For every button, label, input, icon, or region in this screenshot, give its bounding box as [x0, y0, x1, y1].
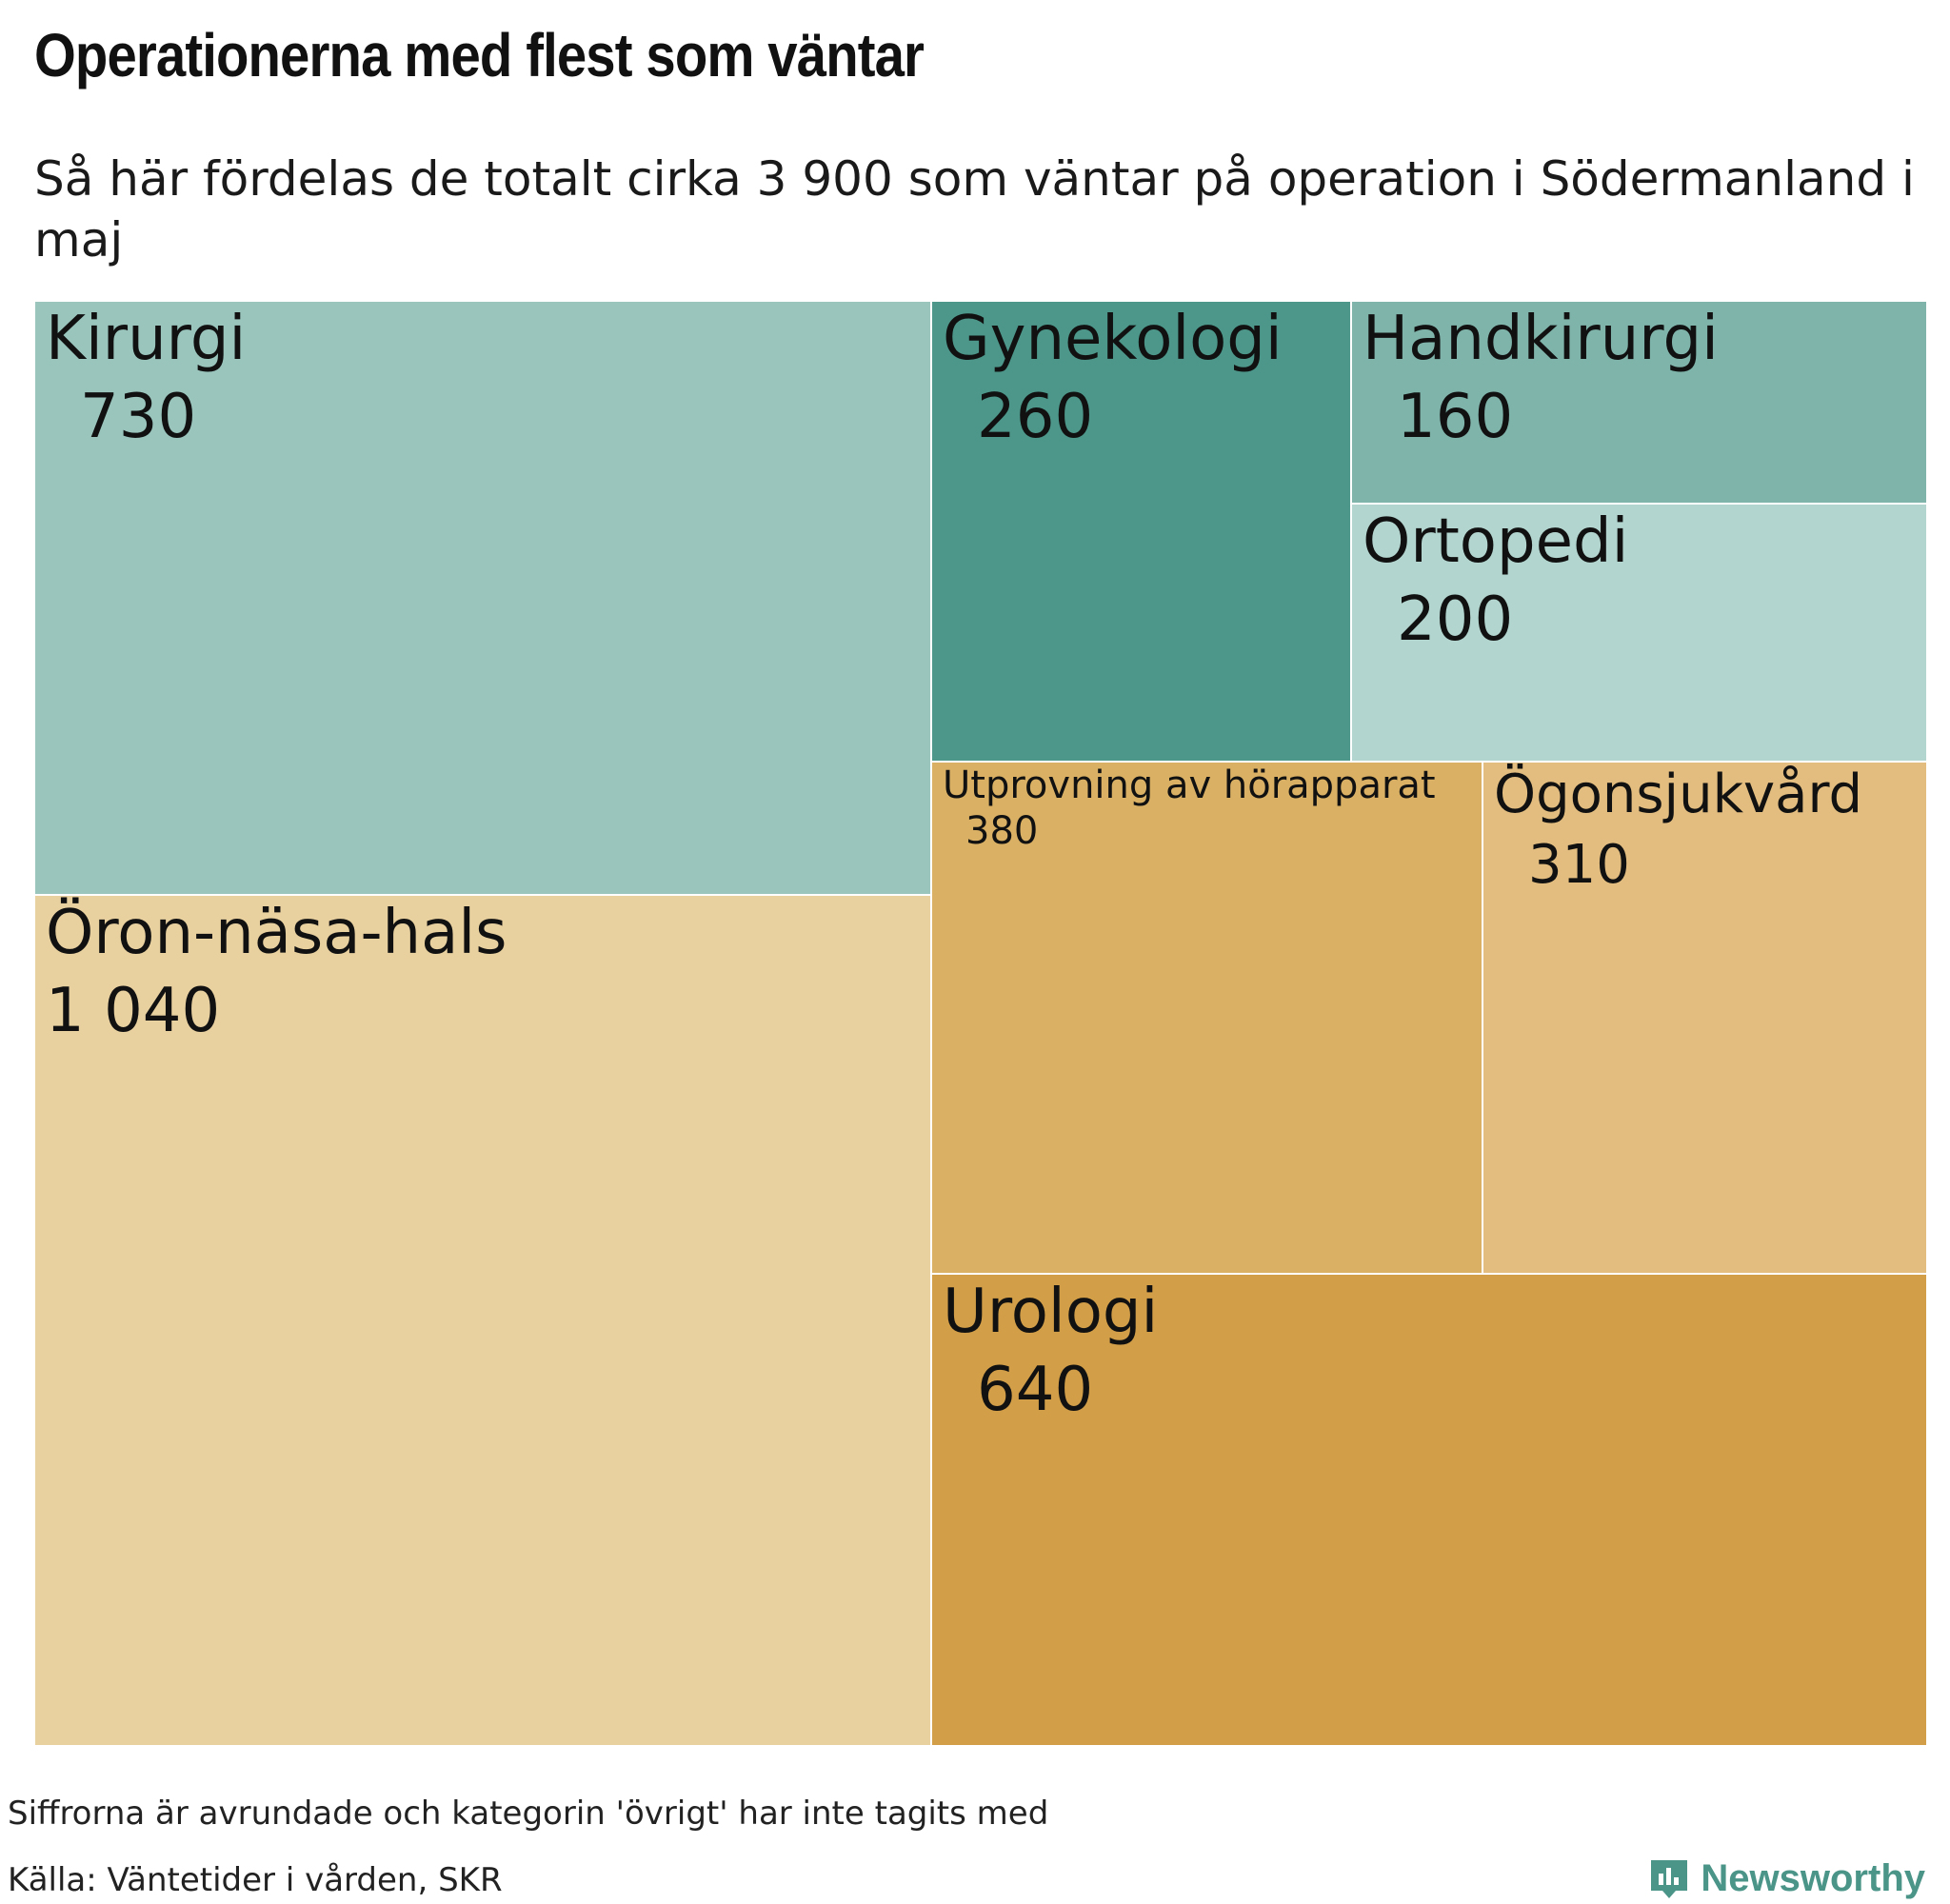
treemap-label: Utprovning av hörapparat — [943, 764, 1436, 807]
treemap-tile-ogonsjukvard: Ögonsjukvård 310 — [1482, 761, 1928, 1275]
treemap-tile-handkirurgi: Handkirurgi 160 — [1350, 300, 1928, 505]
footnote: Siffrorna är avrundade och kategorin 'öv… — [8, 1795, 1049, 1833]
brand-name: Newsworthy — [1701, 1856, 1925, 1899]
treemap-tile-urologi: Urologi 640 — [930, 1273, 1928, 1747]
treemap-tile-gynekologi: Gynekologi 260 — [930, 300, 1352, 763]
treemap-rect — [33, 894, 932, 1747]
treemap-rect — [930, 761, 1483, 1275]
treemap-rect — [1482, 761, 1928, 1275]
treemap-tile-kirurgi: Kirurgi 730 — [33, 300, 932, 896]
treemap-label: Ortopedi — [1363, 506, 1628, 577]
chart-subtitle: Så här fördelas de totalt cirka 3 900 so… — [34, 151, 1915, 268]
treemap-value: 200 — [1397, 585, 1513, 655]
newsworthy-logo-icon — [1651, 1860, 1688, 1898]
treemap-value: 160 — [1397, 382, 1513, 452]
treemap-label: Öron-näsa-hals — [46, 897, 507, 968]
chart-title: Operationerna med flest som väntar — [34, 21, 925, 89]
treemap-value: 260 — [977, 382, 1093, 452]
treemap-value: 730 — [80, 382, 196, 452]
treemap-value: 640 — [977, 1355, 1093, 1425]
treemap-label: Urologi — [943, 1277, 1158, 1347]
treemap-value: 310 — [1528, 834, 1630, 896]
treemap-rect — [930, 1273, 1928, 1747]
newsworthy-logo: Newsworthy — [1647, 1856, 1925, 1900]
treemap-label: Ögonsjukvård — [1494, 764, 1862, 825]
treemap-label: Kirurgi — [46, 304, 246, 374]
treemap-value: 380 — [965, 809, 1038, 853]
treemap-label: Handkirurgi — [1363, 304, 1719, 374]
source-note: Källa: Väntetider i vården, SKR — [8, 1861, 503, 1899]
treemap-label: Gynekologi — [943, 304, 1283, 374]
treemap-tile-ortopedi: Ortopedi 200 — [1350, 503, 1928, 763]
treemap-value: 1 040 — [46, 976, 220, 1046]
treemap-tile-oron-nasa-hals: Öron-näsa-hals 1 040 — [33, 894, 932, 1747]
